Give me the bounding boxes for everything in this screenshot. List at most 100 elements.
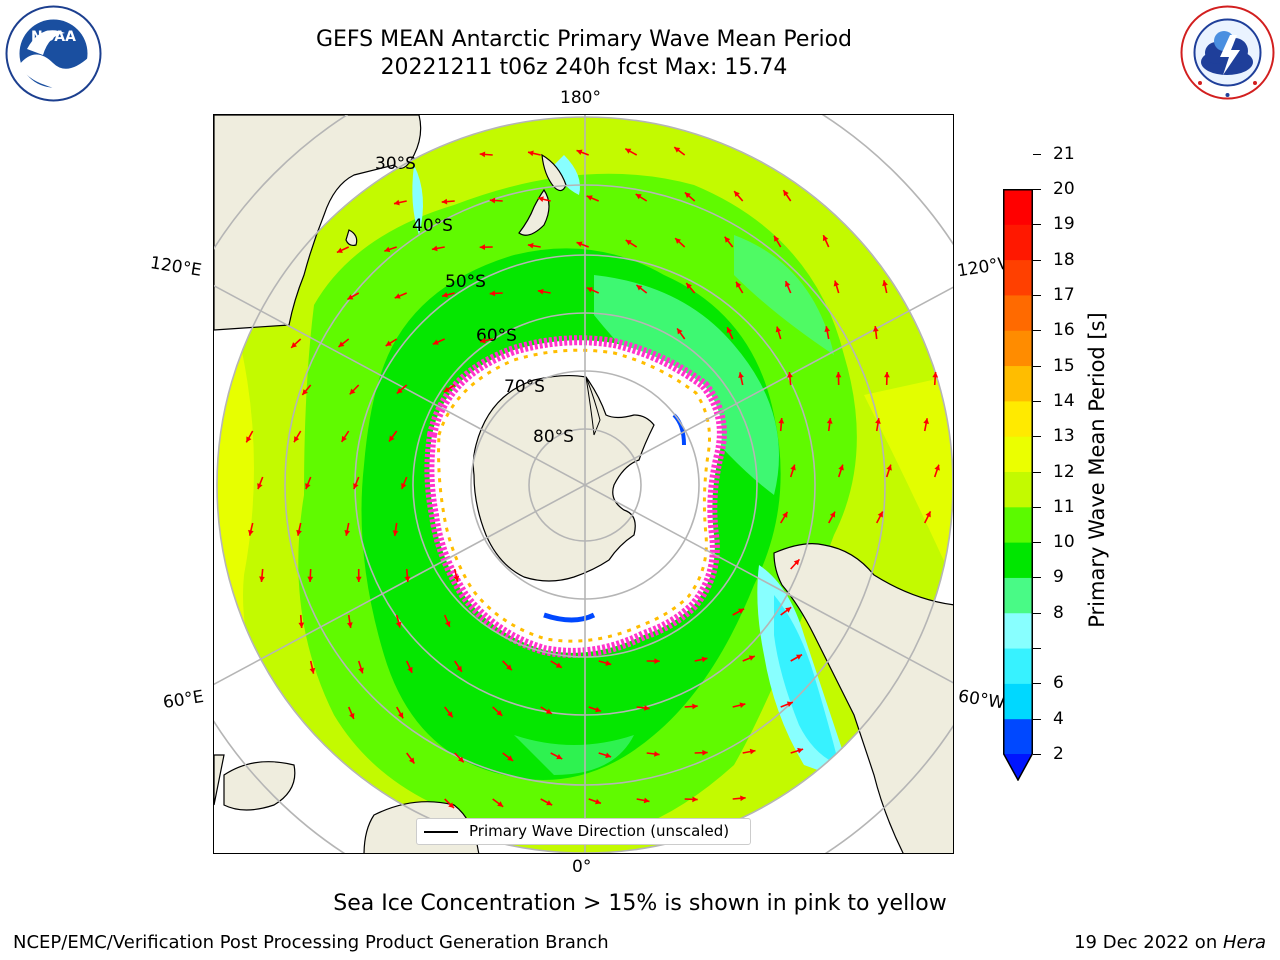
colorbar-segment [1003, 612, 1033, 649]
colorbar-tick-mark [1033, 542, 1041, 544]
wave-direction-arrowhead [401, 483, 407, 489]
colorbar-tick-mark [1033, 330, 1041, 332]
wave-direction-arrowhead [686, 283, 692, 289]
colorbar-tick-label: 17 [1053, 284, 1075, 305]
colorbar-tick-label: 21 [1053, 143, 1075, 164]
colorbar-segment [1003, 330, 1033, 367]
colorbar-tick-mark [1033, 506, 1041, 508]
wave-direction-arrowhead [595, 706, 601, 713]
wave-direction-arrowhead [309, 667, 316, 674]
wave-direction-arrowhead [595, 798, 601, 805]
wave-direction-arrowhead [884, 372, 890, 378]
colorbar-segment [1003, 718, 1033, 755]
wave-direction-arrowhead [384, 246, 391, 253]
wave-direction-arrowhead [654, 751, 660, 757]
colorbar-tick-label: 2 [1053, 744, 1064, 764]
wave-direction-arrowhead [537, 288, 544, 295]
colorbar-segment [1003, 577, 1033, 614]
colorbar-segment [1003, 400, 1033, 437]
wave-direction-arrowhead [385, 340, 392, 346]
svg-text:NOAA: NOAA [31, 29, 76, 45]
wave-direction-arrowhead [787, 372, 793, 378]
wave-direction-arrowhead [257, 483, 263, 490]
wave-direction-arrowhead [702, 749, 708, 756]
wave-direction-arrowhead [248, 529, 254, 536]
wave-direction-arrowhead [307, 576, 314, 582]
wave-direction-arrowhead [489, 290, 496, 297]
wave-direction-arrowhead [739, 702, 746, 708]
wave-direction-arrowhead [442, 292, 448, 298]
wave-direction-arrowhead [692, 796, 698, 803]
wave-direction-arrowhead [726, 327, 733, 334]
wave-direction-arrowhead [872, 326, 879, 332]
wave-direction-arrowhead [305, 483, 311, 490]
wave-direction-arrowhead [674, 147, 681, 153]
wave-direction-arrowhead [829, 511, 835, 518]
wave-direction-arrowhead [479, 151, 486, 158]
wave-direction-arrowhead [738, 608, 745, 614]
colorbar-tick-mark [1033, 189, 1041, 190]
lat-label-80s: 80°S [533, 427, 574, 447]
wave-direction-arrowhead [347, 294, 354, 300]
wave-direction-arrowhead [835, 372, 842, 378]
wave-direction-arrowhead [734, 191, 740, 198]
colorbar-tick-label: 9 [1053, 567, 1064, 588]
colorbar-segment [1003, 506, 1033, 543]
wave-direction-arrowhead [479, 244, 486, 251]
wave-direction-arrowhead [555, 662, 562, 668]
wave-direction-arrowhead [353, 483, 359, 490]
wave-direction-arrowhead [432, 339, 439, 345]
wave-direction-arrowhead [932, 372, 939, 378]
wave-direction-arrowhead [393, 199, 400, 206]
wave-direction-arrowhead [408, 757, 415, 764]
lon-label-0: 0° [572, 857, 592, 877]
colorbar-segment [1003, 259, 1033, 296]
noaa-logo-icon: NOAA [5, 5, 102, 102]
lat-label-30s: 30°S [375, 154, 416, 174]
colorbar-tick-mark [1033, 224, 1041, 226]
wave-direction-arrowhead [793, 559, 800, 566]
wave-direction-arrowhead [456, 665, 462, 672]
wave-direction-arrowhead [636, 285, 643, 291]
wave-direction-arrowhead [625, 148, 632, 154]
colorbar-segment [1003, 471, 1033, 508]
wave-direction-arrowhead [790, 464, 796, 471]
footer-date-text: 19 Dec 2022 on [1074, 932, 1223, 953]
wave-direction-arrowhead [338, 341, 345, 348]
wave-direction-arrowhead [506, 664, 512, 671]
lon-label-120e: 120°E [148, 253, 203, 281]
wave-direction-arrowhead [643, 797, 650, 804]
colorbar-segment [1003, 189, 1033, 225]
colorbar-tick-label: 15 [1053, 355, 1075, 376]
wave-direction-arrowhead [925, 511, 931, 518]
wave-direction-arrowhead [395, 621, 402, 628]
colorbar-tick-label: 12 [1053, 461, 1075, 482]
wave-direction-arrowhead [349, 712, 355, 719]
map-title-line-1: GEFS MEAN Antarctic Primary Wave Mean Pe… [315, 27, 853, 52]
wave-direction-arrowhead [625, 240, 632, 246]
wave-direction-arrowhead [344, 530, 351, 536]
wave-direction-arrows [245, 146, 940, 809]
wave-direction-arrowhead [546, 800, 553, 806]
map-panel[interactable]: 30°S 40°S 50°S 60°S 70°S 80°S [213, 114, 954, 854]
colorbar-tick-label: 10 [1053, 532, 1075, 553]
wave-direction-arrowhead [298, 622, 305, 628]
wave-direction-arrowhead [407, 666, 413, 673]
colorbar-tick-label: 6 [1053, 673, 1064, 694]
wave-direction-arrowhead [246, 436, 252, 443]
lon-label-60e: 60°E [161, 686, 206, 714]
lat-label-40s: 40°S [412, 216, 453, 236]
wave-direction-arrowhead [822, 235, 829, 242]
wave-direction-arrowhead [877, 511, 883, 518]
sea-ice-note: Sea Ice Concentration > 15% is shown in … [333, 891, 947, 916]
wave-direction-arrowhead [527, 242, 534, 249]
wave-direction-arrowhead [738, 372, 744, 379]
wave-direction-arrowhead [692, 703, 698, 710]
wave-direction-arrowhead [341, 435, 347, 442]
wave-direction-arrowhead [445, 621, 451, 627]
polar-map[interactable]: 30°S 40°S 50°S 60°S 70°S 80°S [214, 115, 954, 854]
colorbar-tick-mark [1033, 153, 1041, 155]
footer-date: 19 Dec 2022 on Hera [1074, 932, 1266, 953]
wave-direction-arrowhead [389, 435, 395, 442]
wave-direction-arrowhead [394, 293, 401, 299]
